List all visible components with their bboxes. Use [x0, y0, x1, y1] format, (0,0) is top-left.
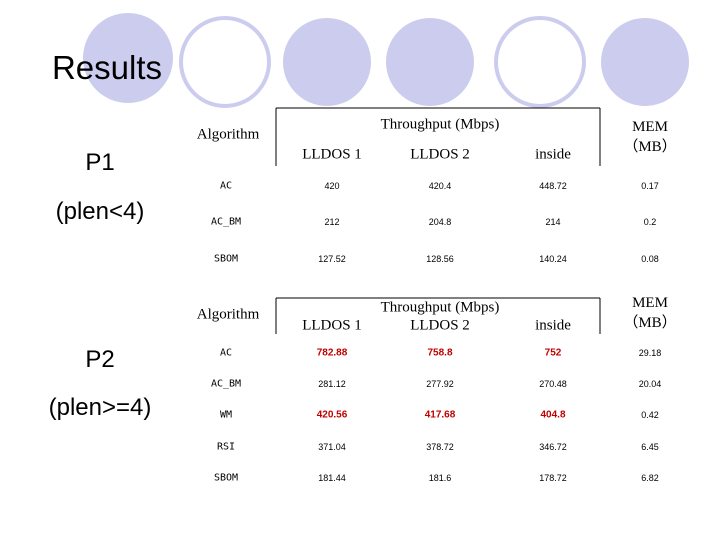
cell: 128.56 — [426, 254, 454, 264]
column-header: MEM（MB） — [623, 119, 677, 155]
column-header: Throughput (Mbps) — [380, 299, 500, 316]
section-label: (plen<4) — [55, 198, 145, 225]
cell: 346.72 — [539, 442, 567, 452]
cell: 29.18 — [638, 348, 662, 358]
section-label: P1 — [85, 149, 115, 176]
cell: 752 — [544, 347, 562, 359]
row-label: AC — [219, 347, 233, 359]
cell: 404.8 — [540, 409, 566, 421]
cell: 277.92 — [426, 379, 454, 389]
cell: 420.56 — [316, 409, 348, 421]
section-label: P2 — [85, 346, 115, 373]
row-label: WM — [219, 409, 233, 421]
cell: 417.68 — [424, 409, 456, 421]
cell: 448.72 — [539, 181, 567, 191]
column-header: Algorithm — [196, 306, 260, 323]
cell: 127.52 — [318, 254, 346, 264]
column-header: MEM（MB） — [623, 295, 677, 331]
title: Results — [51, 49, 163, 86]
cell: 378.72 — [426, 442, 454, 452]
cell: 181.6 — [428, 473, 452, 483]
cell: 758.8 — [427, 347, 453, 359]
cell: 214 — [545, 217, 561, 227]
column-subheader: LLDOS 1 — [302, 317, 362, 334]
column-subheader: inside — [535, 317, 571, 334]
cell: 178.72 — [539, 473, 567, 483]
cell: 281.12 — [318, 379, 346, 389]
row-label: RSI — [216, 441, 236, 453]
cell: 420 — [324, 181, 340, 191]
column-subheader: inside — [535, 146, 571, 163]
cell: 6.82 — [641, 473, 659, 483]
cell: 204.8 — [428, 217, 452, 227]
column-subheader: LLDOS 2 — [410, 146, 470, 163]
cell: 6.45 — [641, 442, 659, 452]
cell: 0.08 — [641, 254, 659, 264]
cell: 782.88 — [316, 347, 348, 359]
column-subheader: LLDOS 2 — [410, 317, 470, 334]
row-label: AC_BM — [210, 378, 242, 390]
cell: 0.42 — [641, 410, 659, 420]
row-label: AC_BM — [210, 216, 242, 228]
cell: 20.04 — [638, 379, 662, 389]
column-subheader: LLDOS 1 — [302, 146, 362, 163]
column-header: Throughput (Mbps) — [380, 116, 500, 133]
cell: 270.48 — [539, 379, 567, 389]
cell: 212 — [324, 217, 340, 227]
cell: 0.2 — [643, 217, 657, 227]
cell: 371.04 — [318, 442, 346, 452]
cell: 0.17 — [641, 181, 659, 191]
column-header: Algorithm — [196, 126, 260, 143]
row-label: SBOM — [213, 472, 239, 484]
cell: 420.4 — [428, 181, 452, 191]
row-label: SBOM — [213, 253, 239, 265]
cell: 140.24 — [539, 254, 567, 264]
cell: 181.44 — [318, 473, 346, 483]
section-label: (plen>=4) — [48, 394, 152, 421]
row-label: AC — [219, 180, 233, 192]
